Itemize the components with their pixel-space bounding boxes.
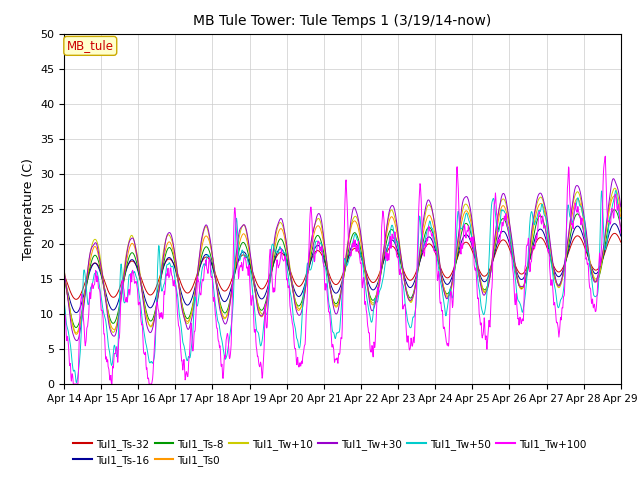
Title: MB Tule Tower: Tule Temps 1 (3/19/14-now): MB Tule Tower: Tule Temps 1 (3/19/14-now…: [193, 14, 492, 28]
Y-axis label: Temperature (C): Temperature (C): [22, 158, 35, 260]
Text: MB_tule: MB_tule: [67, 39, 114, 52]
Legend: Tul1_Ts-32, Tul1_Ts-16, Tul1_Ts-8, Tul1_Ts0, Tul1_Tw+10, Tul1_Tw+30, Tul1_Tw+50,: Tul1_Ts-32, Tul1_Ts-16, Tul1_Ts-8, Tul1_…: [69, 435, 591, 470]
